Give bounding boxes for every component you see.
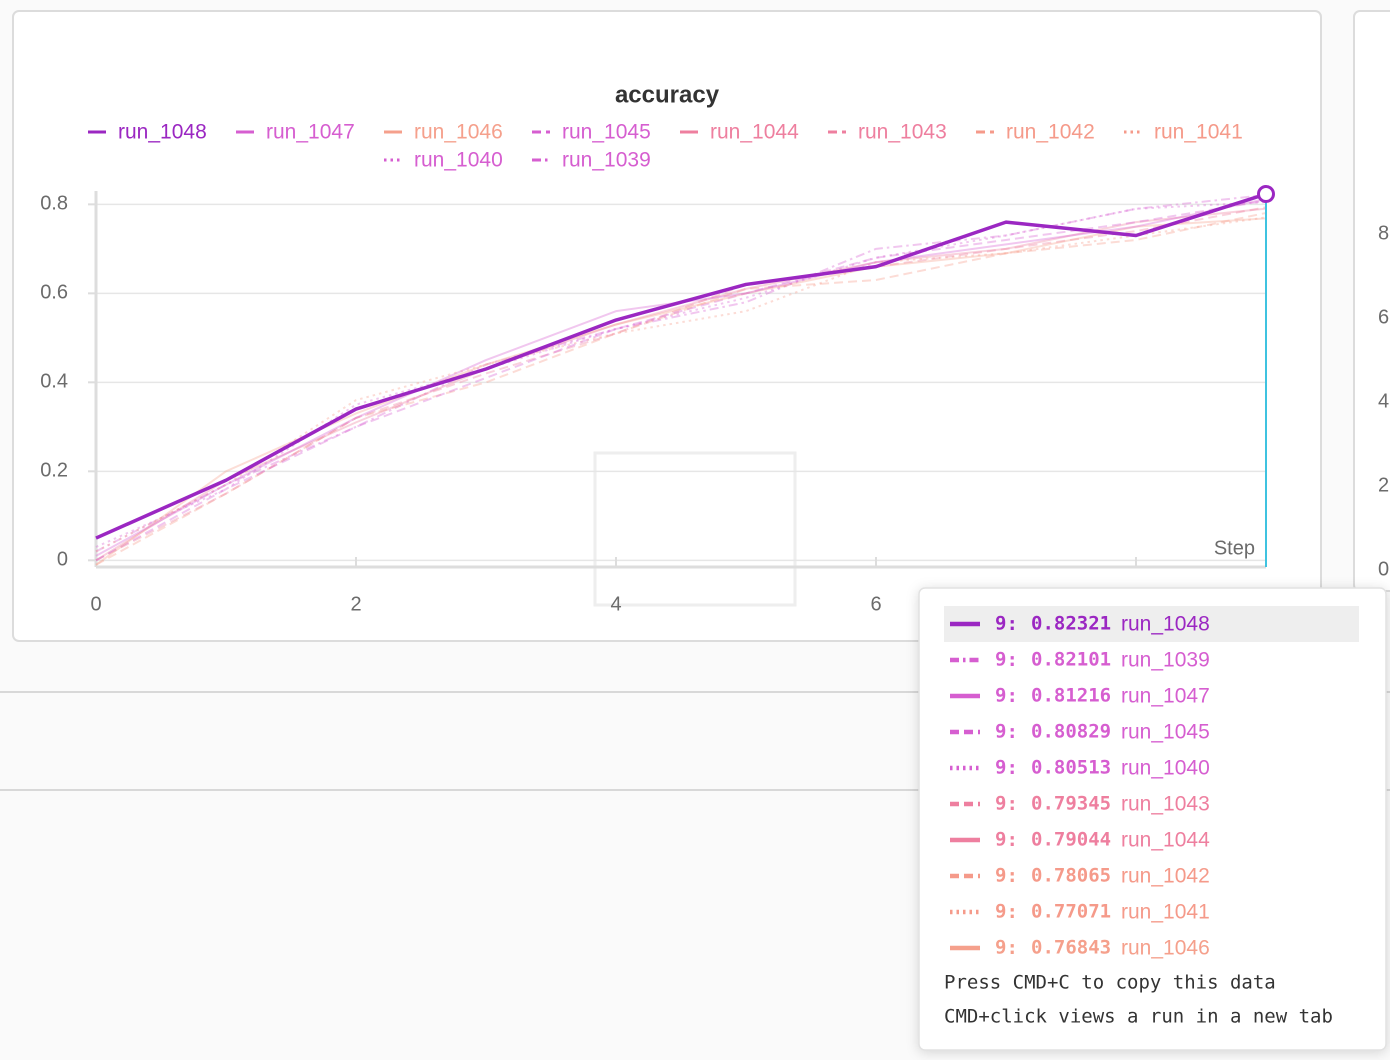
tooltip-step: 9: <box>995 829 1018 851</box>
tooltip-sep: : <box>1006 649 1017 671</box>
tooltip-note: Press CMD+C to copy this data <box>944 972 1276 994</box>
side-tick-label: 4 <box>1378 390 1389 412</box>
tooltip-sep: : <box>1006 937 1017 959</box>
tooltip-sep: : <box>1006 613 1017 635</box>
tooltip-value: 0.79345 <box>1031 793 1111 815</box>
tooltip-step: 9: <box>995 865 1018 887</box>
y-tick-label: 0.4 <box>40 371 68 393</box>
tooltip-value: 0.80829 <box>1031 721 1111 743</box>
tooltip-step: 9: <box>995 721 1018 743</box>
tooltip-step: 9: <box>995 793 1018 815</box>
tooltip-value: 0.78065 <box>1031 865 1111 887</box>
legend-label: run_1047 <box>266 121 355 144</box>
legend-label: run_1042 <box>1006 121 1095 144</box>
tooltip-run: run_1047 <box>1121 685 1210 708</box>
tooltip-run: run_1043 <box>1121 793 1210 816</box>
tooltip-run: run_1040 <box>1121 757 1210 780</box>
tooltip-value: 0.82321 <box>1031 613 1111 635</box>
y-tick-label: 0 <box>57 549 68 571</box>
tooltip-step: 9: <box>995 757 1018 779</box>
tooltip-step: 9: <box>995 937 1018 959</box>
tooltip-box <box>918 587 1387 1051</box>
tooltip-sep: : <box>1006 901 1017 923</box>
side-tick-label: 8 <box>1378 222 1389 244</box>
tooltip: 9: 0.82321 run_1048 9: 0.82101 run_1039 9: 0.81… <box>918 587 1387 1051</box>
x-tick-label: 0 <box>90 593 101 615</box>
side-tick-label: 2 <box>1378 474 1389 496</box>
tooltip-run: run_1046 <box>1121 937 1210 960</box>
tooltip-step: 9: <box>995 901 1018 923</box>
legend-label: run_1048 <box>118 121 207 144</box>
tooltip-value: 0.82101 <box>1031 649 1111 671</box>
y-tick-label: 0.2 <box>40 460 68 482</box>
x-axis-label: Step <box>1214 537 1255 559</box>
tooltip-run: run_1045 <box>1121 721 1210 744</box>
x-tick-label: 6 <box>870 593 881 615</box>
tooltip-run: run_1039 <box>1121 649 1210 672</box>
legend-label: run_1040 <box>414 149 503 172</box>
legend-label: run_1041 <box>1154 121 1243 144</box>
hover-point <box>1257 185 1275 204</box>
zoom-box <box>593 451 797 607</box>
chart-card <box>12 10 1322 642</box>
tooltip-sep: : <box>1006 685 1017 707</box>
chart-title: accuracy <box>615 81 720 108</box>
side-tick-label: 0 <box>1378 558 1389 580</box>
series-line <box>95 206 1267 562</box>
side-tick-label: 6 <box>1378 306 1389 328</box>
tooltip-sep: : <box>1006 793 1017 815</box>
series-line <box>95 217 1267 566</box>
series-line <box>95 199 1267 562</box>
tooltip-value: 0.79044 <box>1031 829 1111 851</box>
tooltip-value: 0.80513 <box>1031 757 1111 779</box>
legend-label: run_1044 <box>710 121 799 144</box>
y-tick-label: 0.8 <box>40 193 68 215</box>
tooltip-run: run_1048 <box>1121 613 1210 636</box>
tooltip-sep: : <box>1006 829 1017 851</box>
tooltip-run: run_1041 <box>1121 901 1210 924</box>
series-line <box>95 194 1267 553</box>
tooltip-sep: : <box>1006 721 1017 743</box>
tooltip-step: 9: <box>995 613 1018 635</box>
tooltip-value: 0.77071 <box>1031 901 1111 923</box>
tooltip-run: run_1042 <box>1121 865 1210 888</box>
y-tick-label: 0.6 <box>40 282 68 304</box>
legend-label: run_1043 <box>858 121 947 144</box>
tooltip-run: run_1044 <box>1121 829 1210 852</box>
legend-label: run_1039 <box>562 149 651 172</box>
tooltip-step: 9: <box>995 685 1018 707</box>
tooltip-highlight <box>944 606 1359 642</box>
legend-label: run_1045 <box>562 121 651 144</box>
tooltip-sep: : <box>1006 757 1017 779</box>
x-tick-label: 2 <box>350 593 361 615</box>
x-tick-label: 4 <box>610 593 621 615</box>
series-line <box>95 192 1267 540</box>
tooltip-value: 0.76843 <box>1031 937 1111 959</box>
series-line <box>95 211 1267 566</box>
legend-label: run_1046 <box>414 121 503 144</box>
tooltip-sep: : <box>1006 865 1017 887</box>
tooltip-note: CMD+click views a run in a new tab <box>944 1006 1333 1028</box>
series-line <box>95 207 1267 562</box>
side-card <box>1353 10 1390 592</box>
tooltip-value: 0.81216 <box>1031 685 1111 707</box>
tooltip-step: 9: <box>995 649 1018 671</box>
